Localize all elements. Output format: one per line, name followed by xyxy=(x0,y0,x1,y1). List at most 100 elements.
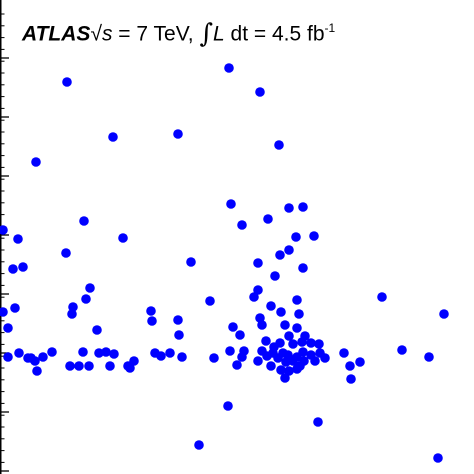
data-point xyxy=(257,320,267,330)
data-point xyxy=(174,330,184,340)
data-point xyxy=(147,316,157,326)
data-point xyxy=(284,203,294,213)
data-point xyxy=(3,323,13,333)
data-point xyxy=(78,347,88,357)
data-point xyxy=(118,233,128,243)
data-point xyxy=(299,356,309,366)
data-point xyxy=(255,87,265,97)
data-point xyxy=(288,356,298,366)
data-point xyxy=(291,232,301,242)
data-point xyxy=(228,322,238,332)
data-point xyxy=(275,338,285,348)
data-point xyxy=(280,320,290,330)
data-point xyxy=(292,295,302,305)
data-point xyxy=(292,323,302,333)
data-point xyxy=(108,132,118,142)
data-point xyxy=(85,283,95,293)
data-point xyxy=(8,264,18,274)
data-point xyxy=(165,348,175,358)
data-point xyxy=(3,352,13,362)
data-point xyxy=(266,301,276,311)
data-point xyxy=(125,363,135,373)
data-point xyxy=(101,347,111,357)
data-point xyxy=(276,365,286,375)
data-point xyxy=(94,348,104,358)
data-point xyxy=(62,77,72,87)
data-point xyxy=(61,248,71,258)
data-point xyxy=(284,331,294,341)
energy-symbol: s xyxy=(101,22,113,46)
data-point xyxy=(0,307,8,317)
data-point xyxy=(355,357,365,367)
data-point xyxy=(266,361,276,371)
data-point xyxy=(298,347,308,357)
data-point xyxy=(298,202,308,212)
data-point xyxy=(280,373,290,383)
data-point xyxy=(294,309,304,319)
data-point xyxy=(194,440,204,450)
data-point xyxy=(298,263,308,273)
data-point xyxy=(14,348,24,358)
data-point xyxy=(397,345,407,355)
data-point xyxy=(346,374,356,384)
data-point xyxy=(74,361,84,371)
data-point xyxy=(224,63,234,73)
data-point xyxy=(292,364,302,374)
energy-value: = 7 TeV, xyxy=(112,22,200,46)
data-point xyxy=(65,361,75,371)
data-point xyxy=(32,366,42,376)
data-point xyxy=(13,234,23,244)
data-point xyxy=(276,307,286,317)
data-point xyxy=(68,302,78,312)
data-point xyxy=(156,351,166,361)
data-point xyxy=(281,357,291,367)
data-point xyxy=(237,220,247,230)
data-point xyxy=(433,453,443,463)
data-point xyxy=(109,349,119,359)
data-point xyxy=(306,338,316,348)
data-point xyxy=(274,140,284,150)
experiment-label: ATLAS√s = 7 TeV, ∫L dt = 4.5 fb-1 xyxy=(22,14,335,48)
data-point xyxy=(205,296,215,306)
data-point xyxy=(273,353,283,363)
data-point xyxy=(253,285,263,295)
data-point xyxy=(186,257,196,267)
data-point xyxy=(288,339,298,349)
data-point xyxy=(10,303,20,313)
data-point xyxy=(223,401,233,411)
data-point xyxy=(377,292,387,302)
data-point xyxy=(67,309,77,319)
data-point xyxy=(314,339,324,349)
data-point xyxy=(235,330,245,340)
data-points xyxy=(0,63,449,463)
data-point xyxy=(38,352,48,362)
data-point xyxy=(263,214,273,224)
data-point xyxy=(232,360,242,370)
data-point xyxy=(270,271,280,281)
data-point xyxy=(0,225,8,235)
data-point xyxy=(79,216,89,226)
data-point xyxy=(284,245,294,255)
data-point xyxy=(173,129,183,139)
data-point xyxy=(226,199,236,209)
data-point xyxy=(84,361,94,371)
luminosity-symbol: L xyxy=(213,22,225,46)
sqrt-symbol: √ xyxy=(90,22,102,46)
data-point xyxy=(253,356,263,366)
data-point xyxy=(177,352,187,362)
data-point xyxy=(309,231,319,241)
data-point xyxy=(339,348,349,358)
data-point xyxy=(261,336,271,346)
data-point xyxy=(92,325,102,335)
data-point xyxy=(209,353,219,363)
data-point xyxy=(173,315,183,325)
data-point xyxy=(47,347,57,357)
integral-symbol: ∫ xyxy=(199,19,214,50)
data-point xyxy=(105,361,115,371)
data-point xyxy=(313,417,323,427)
data-point xyxy=(310,356,320,366)
data-point xyxy=(275,250,285,260)
data-point xyxy=(424,352,434,362)
